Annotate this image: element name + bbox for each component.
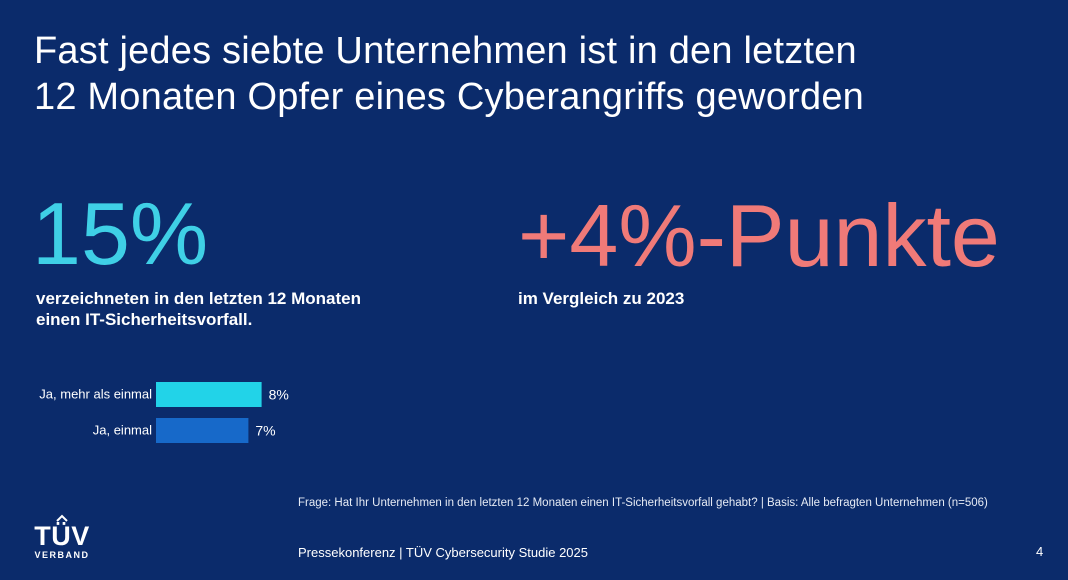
slide-title-line-1: Fast jedes siebte Unternehmen ist in den… — [34, 30, 857, 72]
footer-text: Pressekonferenz | TÜV Cybersecurity Stud… — [298, 545, 588, 560]
kpi-change: +4%-Punkte — [518, 186, 1000, 285]
slide-title: Fast jedes siebte Unternehmen ist in den… — [34, 28, 994, 120]
bar — [156, 418, 249, 443]
kpi-change-description: im Vergleich zu 2023 — [518, 289, 685, 308]
logo-caret-icon — [56, 514, 68, 522]
kpi-percentage-description: verzeichneten in den letzten 12 Monaten … — [36, 288, 456, 330]
bar-value-label: 7% — [255, 423, 275, 439]
bar-category-label: Ja, mehr als einmal — [39, 387, 152, 402]
logo-sub-text: VERBAND — [34, 550, 90, 560]
survey-footnote: Frage: Hat Ihr Unternehmen in den letzte… — [298, 497, 988, 509]
slide-title-line-2: 12 Monaten Opfer eines Cyberangriffs gew… — [34, 76, 865, 118]
bar-value-label: 8% — [269, 387, 289, 403]
kpi-percentage-description-line-1: verzeichneten in den letzten 12 Monaten — [36, 289, 361, 308]
bar-category-label: Ja, einmal — [93, 423, 152, 438]
page-number: 4 — [1036, 544, 1044, 559]
incident-frequency-bar-chart: Ja, mehr als einmal 8% Ja, einmal 7% — [39, 382, 289, 443]
kpi-percentage-description-line-2: einen IT-Sicherheitsvorfall. — [36, 310, 253, 329]
kpi-percentage: 15% — [32, 184, 209, 283]
tuev-verband-logo: TÜV VERBAND — [30, 514, 94, 564]
bar — [156, 382, 262, 407]
logo-main-text: TÜV — [34, 521, 90, 551]
